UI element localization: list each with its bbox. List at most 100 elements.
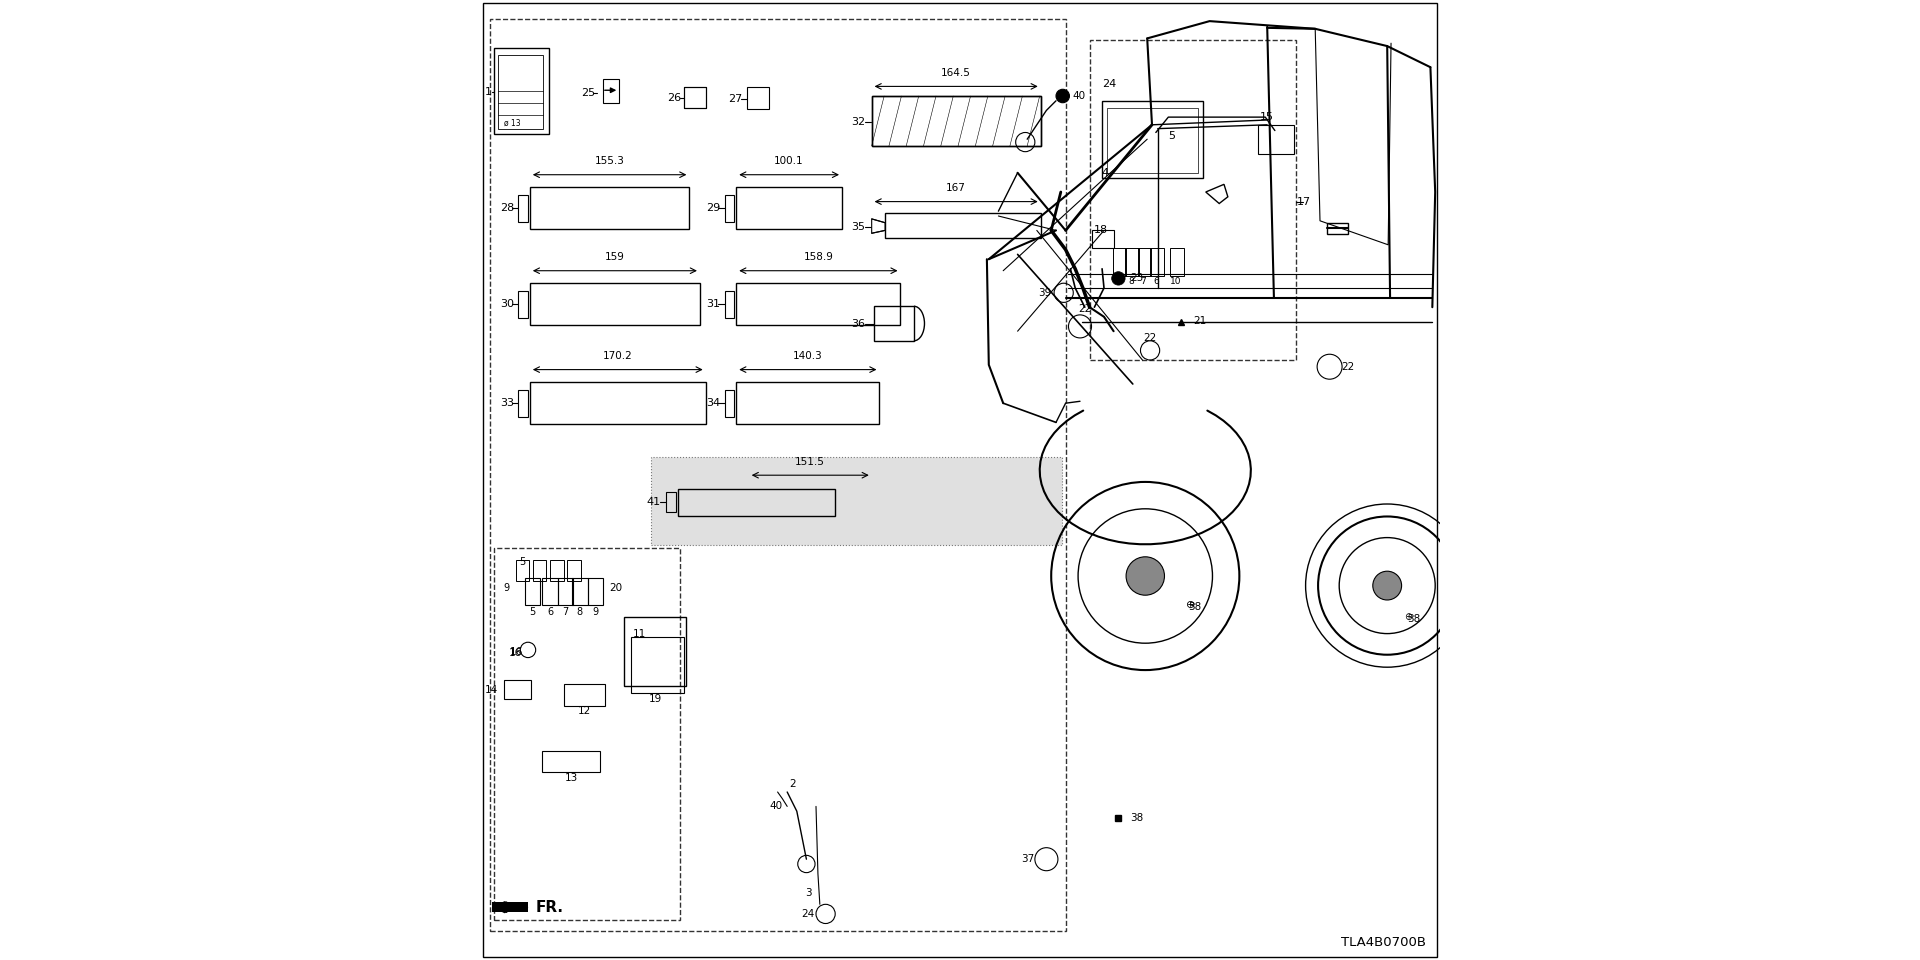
Text: 5: 5 <box>530 607 536 616</box>
Bar <box>1125 248 1139 276</box>
Bar <box>624 617 687 686</box>
Text: 28: 28 <box>499 204 515 213</box>
Bar <box>541 751 599 772</box>
Bar <box>724 291 733 318</box>
Text: 5: 5 <box>1167 132 1175 141</box>
Text: 13: 13 <box>564 773 578 782</box>
Bar <box>885 213 1041 238</box>
Text: ø 13: ø 13 <box>505 118 520 128</box>
Text: 37: 37 <box>1021 854 1033 864</box>
Text: 3: 3 <box>804 888 812 898</box>
Text: 25: 25 <box>582 88 595 98</box>
Bar <box>530 382 705 424</box>
Text: 100.1: 100.1 <box>774 156 804 166</box>
Bar <box>1327 223 1348 234</box>
Bar <box>872 96 1041 146</box>
Bar <box>495 548 680 920</box>
Bar <box>1092 230 1114 248</box>
Bar <box>735 382 879 424</box>
Text: 155.3: 155.3 <box>595 156 624 166</box>
Text: 7: 7 <box>1140 276 1146 286</box>
Text: 34: 34 <box>707 398 720 408</box>
Text: 17: 17 <box>1296 197 1311 206</box>
Bar <box>588 578 603 605</box>
Text: 164.5: 164.5 <box>941 68 972 78</box>
Text: 22: 22 <box>1144 333 1156 343</box>
Bar <box>518 195 528 222</box>
Text: 29: 29 <box>707 204 720 213</box>
Text: 36: 36 <box>851 319 866 328</box>
Bar <box>526 578 541 605</box>
Bar <box>1112 248 1125 276</box>
Text: 6: 6 <box>547 607 553 616</box>
Bar <box>503 680 530 699</box>
Text: 20: 20 <box>609 583 622 592</box>
Bar <box>735 187 841 229</box>
Bar <box>572 578 588 605</box>
Bar <box>724 195 733 222</box>
Bar <box>684 87 707 108</box>
Text: 31: 31 <box>707 300 720 309</box>
Text: 10: 10 <box>1171 276 1181 286</box>
Bar <box>872 96 1041 146</box>
Bar <box>1137 248 1150 276</box>
Circle shape <box>1056 89 1069 103</box>
Text: 19: 19 <box>649 694 662 704</box>
Text: 40: 40 <box>1071 91 1085 101</box>
Bar <box>747 87 768 109</box>
Bar <box>874 306 914 341</box>
Circle shape <box>1373 571 1402 600</box>
Text: 5: 5 <box>518 557 526 566</box>
Text: 8: 8 <box>576 607 584 616</box>
Text: 38: 38 <box>1188 602 1202 612</box>
Bar <box>1089 40 1296 360</box>
Text: 26: 26 <box>666 93 682 103</box>
Text: 23: 23 <box>1129 274 1142 283</box>
Bar <box>541 578 557 605</box>
Polygon shape <box>492 902 528 912</box>
Text: 33: 33 <box>499 398 515 408</box>
Text: 32: 32 <box>851 117 866 127</box>
Bar <box>678 489 835 516</box>
Bar <box>490 19 1066 931</box>
Text: FR.: FR. <box>536 900 564 915</box>
Bar <box>530 187 689 229</box>
Bar <box>530 283 699 325</box>
Text: 38: 38 <box>1407 614 1421 624</box>
Bar <box>1171 248 1183 276</box>
Text: 22: 22 <box>1340 362 1354 372</box>
Text: 15: 15 <box>1260 112 1275 122</box>
Bar <box>564 684 605 706</box>
Text: 18: 18 <box>1094 226 1108 235</box>
Bar <box>1150 248 1164 276</box>
Text: ⊕: ⊕ <box>1187 600 1194 610</box>
Text: 21: 21 <box>1192 316 1206 325</box>
Text: 151.5: 151.5 <box>795 457 826 467</box>
Bar <box>532 560 545 581</box>
Polygon shape <box>1206 184 1229 204</box>
Text: 38: 38 <box>1129 813 1142 823</box>
Text: 7: 7 <box>563 607 568 616</box>
Text: 1: 1 <box>486 87 492 97</box>
Bar <box>568 560 580 581</box>
Text: 9: 9 <box>591 607 599 616</box>
Text: 140.3: 140.3 <box>793 351 822 361</box>
Bar <box>651 457 1062 545</box>
Bar <box>551 560 564 581</box>
Text: 11: 11 <box>634 629 645 638</box>
Text: 2: 2 <box>789 780 797 789</box>
Text: ⊕: ⊕ <box>1404 612 1413 622</box>
Text: 12: 12 <box>578 707 591 716</box>
Bar <box>499 55 543 129</box>
Text: 16: 16 <box>509 648 522 658</box>
Bar <box>684 87 707 108</box>
Bar <box>666 492 676 512</box>
Bar <box>557 578 572 605</box>
Text: 40: 40 <box>770 802 783 811</box>
Text: 24: 24 <box>801 909 814 919</box>
Bar <box>515 560 530 581</box>
Text: 167: 167 <box>947 183 966 193</box>
Text: 27: 27 <box>728 94 743 104</box>
Text: 4: 4 <box>1102 168 1108 178</box>
Text: 6: 6 <box>1154 276 1158 286</box>
